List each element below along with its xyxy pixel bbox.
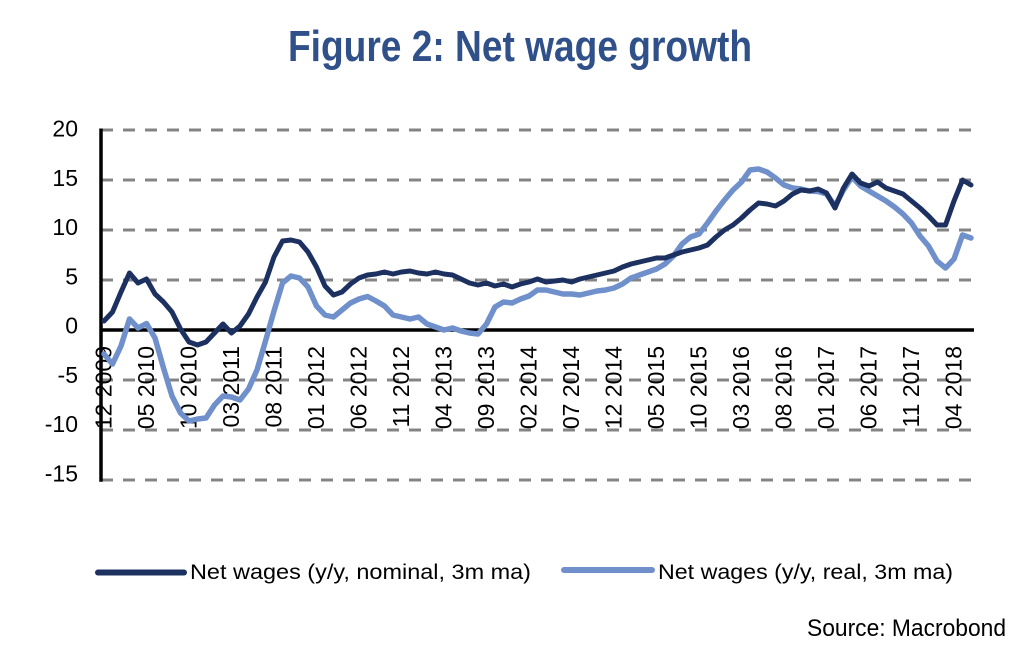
- svg-text:Figure 2: Net wage growth: Figure 2: Net wage growth: [288, 22, 752, 71]
- svg-text:06 2012: 06 2012: [346, 346, 372, 429]
- svg-text:04 2018: 04 2018: [941, 346, 967, 429]
- svg-text:12 2014: 12 2014: [601, 346, 627, 429]
- svg-text:10: 10: [52, 214, 78, 240]
- svg-text:-15: -15: [45, 460, 78, 486]
- svg-text:-5: -5: [58, 362, 78, 388]
- svg-text:03 2011: 03 2011: [218, 346, 244, 427]
- svg-text:01 2012: 01 2012: [303, 346, 329, 429]
- svg-text:15: 15: [52, 165, 78, 191]
- svg-text:01 2017: 01 2017: [813, 346, 839, 429]
- svg-text:05 2010: 05 2010: [133, 346, 159, 429]
- svg-text:Net wages (y/y, nominal, 3m ma: Net wages (y/y, nominal, 3m ma): [190, 561, 531, 584]
- svg-text:20: 20: [52, 116, 78, 142]
- svg-text:04 2013: 04 2013: [431, 346, 457, 429]
- svg-text:09 2013: 09 2013: [473, 346, 499, 429]
- svg-text:-10: -10: [45, 411, 78, 437]
- svg-text:0: 0: [65, 313, 78, 339]
- svg-text:5: 5: [65, 263, 78, 289]
- svg-text:10 2015: 10 2015: [686, 346, 712, 429]
- svg-text:08 2011: 08 2011: [261, 346, 287, 427]
- svg-text:06 2017: 06 2017: [856, 346, 882, 429]
- svg-text:02 2014: 02 2014: [516, 346, 542, 429]
- svg-text:08 2016: 08 2016: [771, 346, 797, 429]
- svg-text:Source: Macrobond: Source: Macrobond: [807, 615, 1006, 642]
- svg-text:11 2012: 11 2012: [388, 346, 414, 427]
- svg-text:07 2014: 07 2014: [558, 346, 584, 429]
- svg-text:05 2015: 05 2015: [643, 346, 669, 429]
- svg-text:Net wages (y/y, real, 3m ma): Net wages (y/y, real, 3m ma): [658, 561, 953, 584]
- svg-text:11 2017: 11 2017: [898, 346, 924, 427]
- svg-text:03 2016: 03 2016: [728, 346, 754, 429]
